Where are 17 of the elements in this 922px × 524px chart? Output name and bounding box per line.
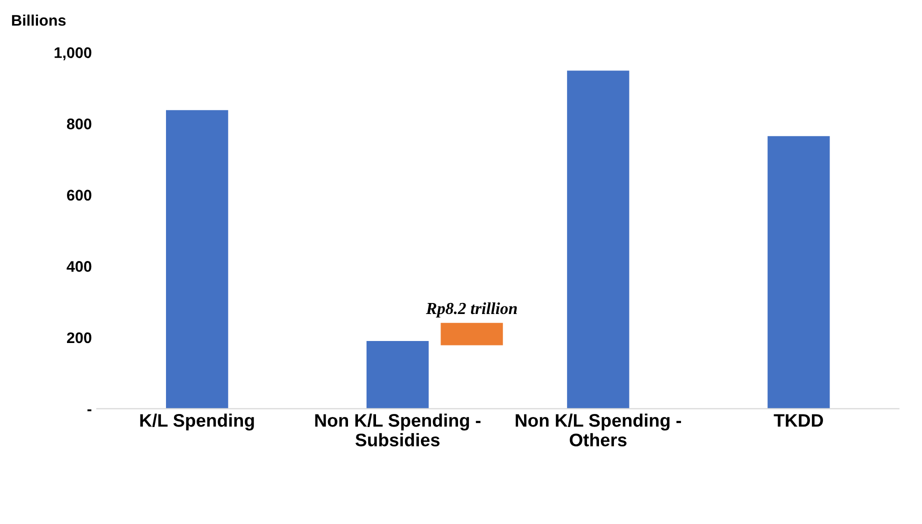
annotation: Rp8.2 trillion	[426, 302, 517, 318]
x-tick-label: K/L Spending	[140, 414, 254, 430]
bar	[166, 110, 228, 409]
bar	[768, 136, 830, 409]
x-tick-label: TKDD	[774, 414, 823, 427]
bar	[440, 322, 503, 346]
y-tick-label: 1,000	[54, 47, 92, 60]
y-axis-title: Billions	[12, 14, 66, 26]
y-tick-label: 800	[66, 118, 92, 130]
y-tick-label: 600	[67, 190, 92, 201]
bar	[366, 341, 429, 409]
x-tick-label: Non K/L Spending - Others	[516, 414, 682, 446]
bar	[567, 70, 630, 409]
y-tick-label: -	[87, 409, 92, 412]
x-tick-label: Non K/L Spending - Subsidies	[315, 414, 480, 446]
y-tick-label: 200	[66, 332, 92, 344]
y-tick-label: 400	[66, 261, 92, 272]
